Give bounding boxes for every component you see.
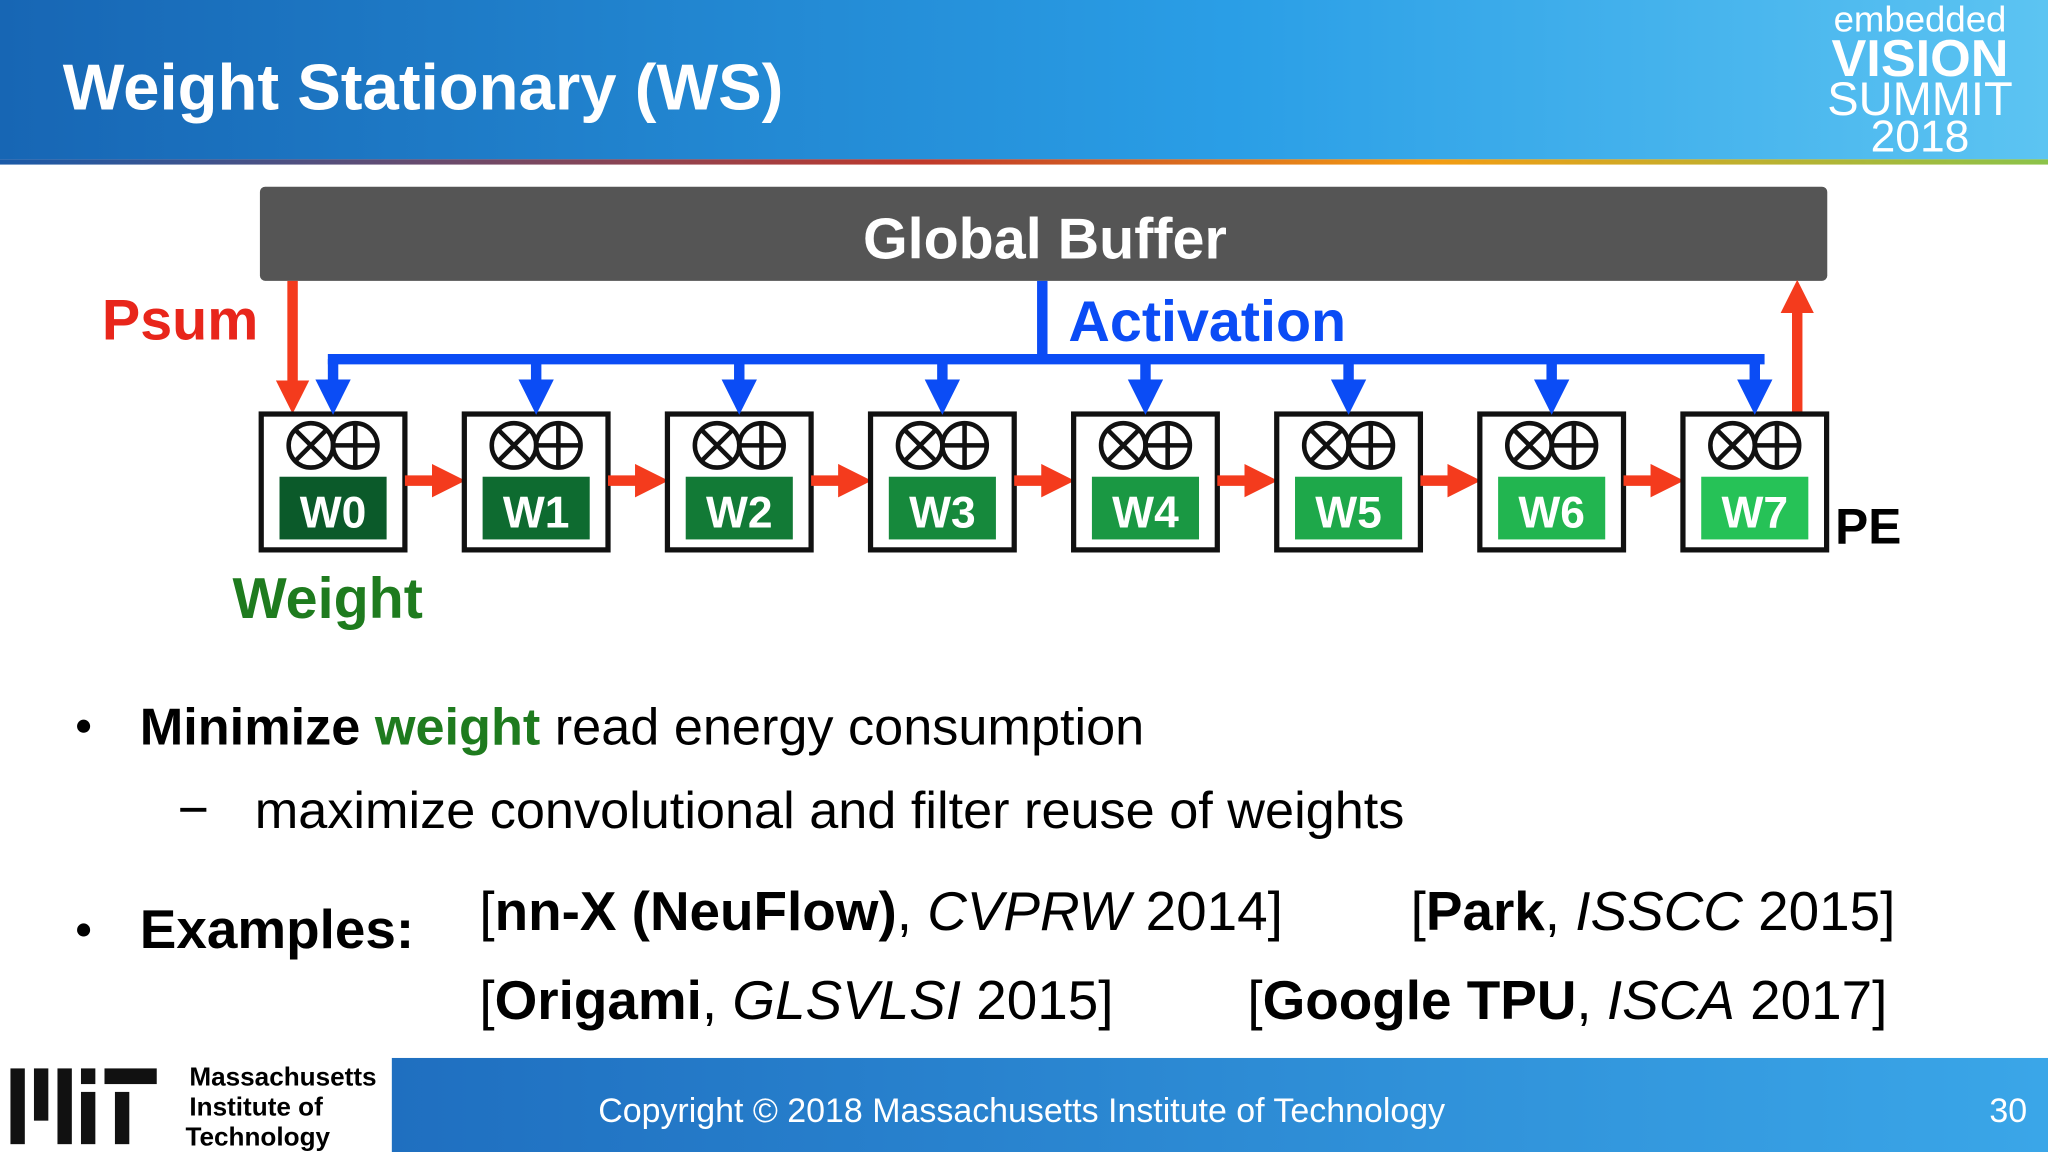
- text-run: GLSVLSI: [732, 969, 961, 1031]
- institution: Massachusetts: [189, 1061, 376, 1091]
- add-icon: [1754, 423, 1800, 468]
- pe-weight: W6: [1518, 489, 1585, 538]
- header-rule: [0, 159, 2048, 165]
- pe-weight: W4: [1112, 489, 1179, 538]
- text-run: read energy consumption: [540, 698, 1144, 756]
- bullet: [77, 719, 91, 733]
- multiply-icon: [293, 428, 329, 463]
- text-run: Minimize: [140, 698, 375, 756]
- pe-weight: W1: [503, 489, 570, 538]
- institution: Institute of: [189, 1091, 323, 1121]
- logo: embedded VISION SUMMIT 2018: [1827, 0, 2012, 162]
- multiply-icon: [699, 428, 735, 463]
- page-number: 30: [1989, 1092, 2027, 1130]
- text-run: ,: [1545, 880, 1575, 942]
- text-run: ,: [1576, 969, 1606, 1031]
- psum-label: Psum: [102, 289, 258, 353]
- weight-cell: [685, 476, 793, 540]
- activation-label: Activation: [1068, 290, 1346, 354]
- pe-label: PE: [1835, 498, 1901, 554]
- logo-text: 2018: [1871, 113, 1970, 162]
- pe-weight: W7: [1721, 489, 1788, 538]
- weight-cell: [1701, 476, 1809, 540]
- multiply-icon: [496, 428, 532, 463]
- multiply-icon: [1105, 428, 1141, 463]
- text-run: 2017]: [1735, 969, 1887, 1031]
- add-icon: [333, 423, 378, 468]
- logo-text: SUMMIT: [1827, 72, 2012, 125]
- reference: [Google TPU, ISCA 2017]: [1247, 969, 1887, 1031]
- mit-logo: [10, 1068, 157, 1145]
- text-run: ISSCC: [1575, 880, 1743, 942]
- slide-title: Weight Stationary (WS): [63, 51, 784, 124]
- multiply-icon: [902, 428, 938, 463]
- text-run: 2014]: [1130, 880, 1282, 942]
- add-icon: [942, 423, 987, 468]
- add-icon: [1145, 423, 1190, 468]
- pe-weight: W5: [1315, 489, 1382, 538]
- text-run: 2015]: [1743, 880, 1895, 942]
- weight-label: Weight: [232, 567, 422, 631]
- text-run: Google TPU: [1263, 969, 1577, 1031]
- text-run: ,: [702, 969, 732, 1031]
- pe-weight: W2: [706, 489, 773, 538]
- text-run: [: [1247, 969, 1262, 1031]
- add-icon: [739, 423, 784, 468]
- text-run: [: [479, 969, 494, 1031]
- text-run: CVPRW: [927, 880, 1135, 942]
- weight-cell: [1295, 476, 1403, 540]
- multiply-icon: [1512, 428, 1547, 463]
- text-run: Origami: [495, 969, 702, 1031]
- weight-cell: [482, 476, 590, 540]
- buffer-label: Global Buffer: [863, 208, 1227, 272]
- pe-weight: W3: [909, 489, 976, 538]
- reference: [Park, ISSCC 2015]: [1411, 880, 1896, 942]
- weight-cell: [279, 476, 387, 540]
- text-run: nn-X (NeuFlow): [495, 880, 897, 942]
- bullet-text: Minimize weight read energy consumption: [140, 698, 1144, 756]
- weight-cell: [1498, 476, 1606, 540]
- text-run: ISCA: [1607, 969, 1735, 1031]
- reference: [nn-X (NeuFlow), CVPRW 2014]: [479, 880, 1283, 942]
- text-run: 2015]: [961, 969, 1113, 1031]
- reference: [Origami, GLSVLSI 2015]: [479, 969, 1113, 1031]
- sub-bullet-text: maximize convolutional and filter reuse …: [255, 782, 1405, 840]
- text-run: ,: [897, 880, 927, 942]
- text-run: [: [1411, 880, 1426, 942]
- header-bar: [0, 0, 2048, 160]
- multiply-icon: [1309, 428, 1344, 463]
- text-run: [: [479, 880, 494, 942]
- add-icon: [536, 423, 581, 468]
- institution: Technology: [185, 1121, 330, 1151]
- weight-cell: [1091, 476, 1200, 540]
- weight-cell: [888, 476, 996, 540]
- text-run: Park: [1426, 880, 1545, 942]
- text-run: weight: [374, 698, 540, 756]
- add-icon: [1551, 423, 1597, 468]
- bullet: [77, 923, 91, 937]
- logo-text: VISION: [1831, 30, 2008, 88]
- pe-weight: W0: [300, 489, 367, 538]
- examples-label: Examples:: [140, 898, 414, 960]
- footer-bar: [391, 1057, 2048, 1152]
- multiply-icon: [1715, 428, 1750, 463]
- global-buffer: [259, 186, 1828, 281]
- logo-text: embedded: [1834, 0, 2007, 39]
- add-icon: [1348, 423, 1393, 468]
- copyright: Copyright © 2018 Massachusetts Institute…: [598, 1092, 1445, 1130]
